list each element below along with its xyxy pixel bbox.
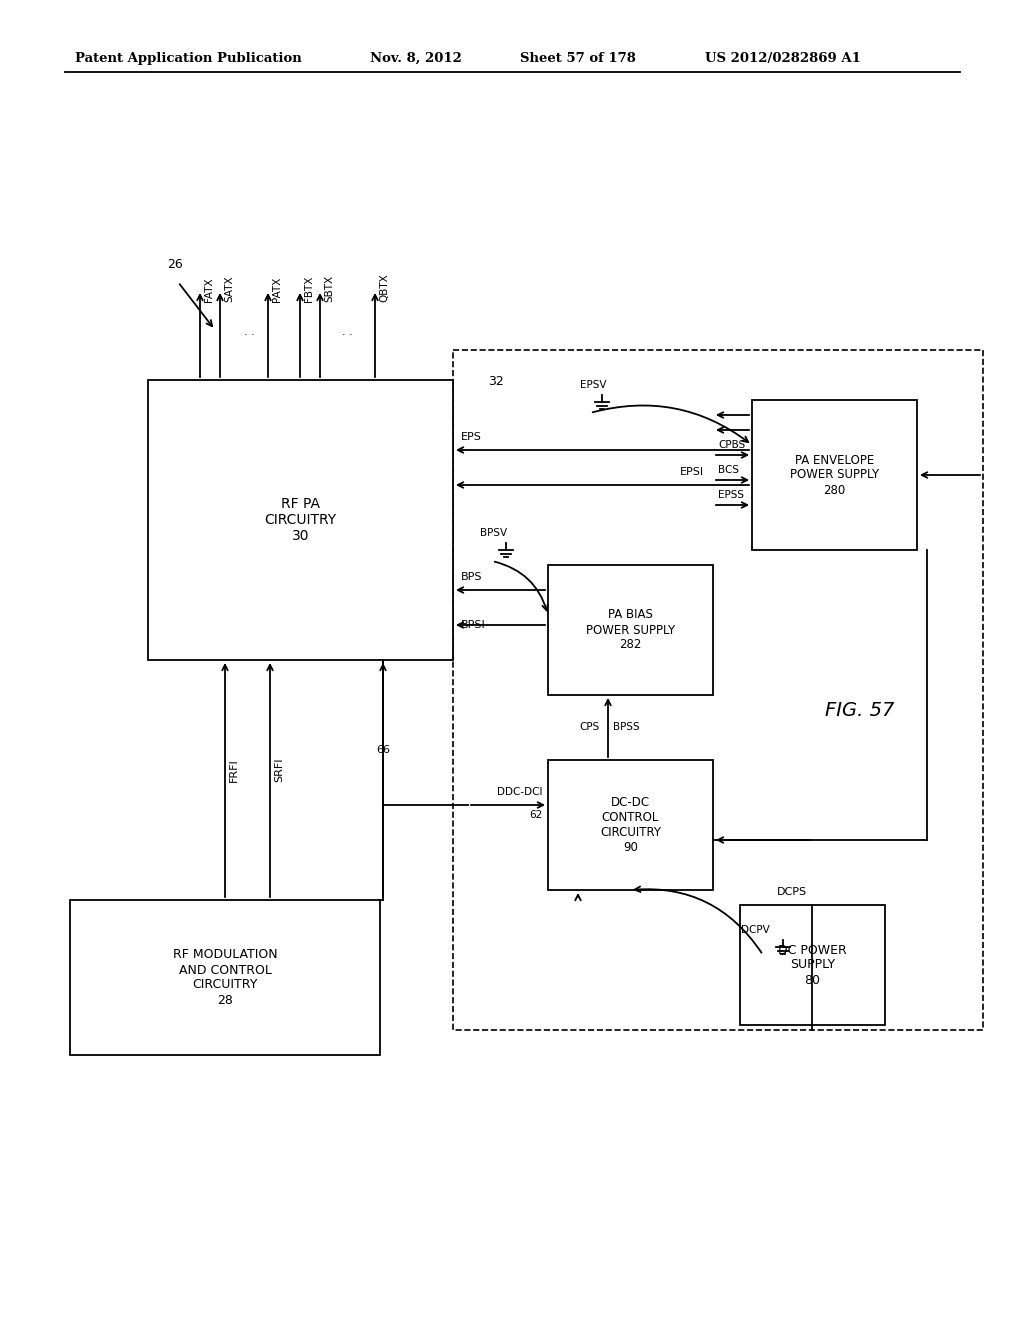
Text: DDC-DCI: DDC-DCI: [498, 787, 543, 797]
Bar: [453, 350, 983, 1030]
Text: EPSI: EPSI: [680, 467, 705, 477]
Text: CPBS: CPBS: [718, 440, 745, 450]
Text: Nov. 8, 2012: Nov. 8, 2012: [370, 51, 462, 65]
Text: RF MODULATION
AND CONTROL
CIRCUITRY
28: RF MODULATION AND CONTROL CIRCUITRY 28: [173, 949, 278, 1006]
Text: SBTX: SBTX: [324, 275, 334, 302]
Text: PATX: PATX: [272, 277, 282, 302]
Text: 26: 26: [167, 259, 182, 272]
Bar: [548, 760, 713, 890]
Text: RF PA
CIRCUITRY
30: RF PA CIRCUITRY 30: [264, 496, 337, 544]
Text: CPS: CPS: [580, 722, 600, 733]
Text: FRFI: FRFI: [229, 758, 239, 781]
Text: FATX: FATX: [204, 277, 214, 302]
Text: PA BIAS
POWER SUPPLY
282: PA BIAS POWER SUPPLY 282: [586, 609, 675, 652]
Text: 32: 32: [488, 375, 504, 388]
Text: Patent Application Publication: Patent Application Publication: [75, 51, 302, 65]
Bar: [70, 900, 380, 1055]
Text: · ·: · ·: [342, 330, 352, 341]
Text: BPSI: BPSI: [461, 620, 485, 630]
Text: BPSV: BPSV: [480, 528, 507, 539]
Bar: [740, 906, 885, 1026]
Text: BPSS: BPSS: [613, 722, 640, 733]
Text: DC POWER
SUPPLY
80: DC POWER SUPPLY 80: [778, 944, 847, 986]
Text: BCS: BCS: [718, 465, 739, 475]
Text: DCPV: DCPV: [741, 925, 770, 935]
Text: DCPS: DCPS: [777, 887, 807, 898]
Text: SRFI: SRFI: [274, 758, 284, 783]
Text: BPS: BPS: [461, 572, 482, 582]
Text: US 2012/0282869 A1: US 2012/0282869 A1: [705, 51, 861, 65]
Text: FIG. 57: FIG. 57: [825, 701, 895, 719]
Text: EPSS: EPSS: [718, 490, 744, 500]
Bar: [752, 400, 918, 550]
Text: Sheet 57 of 178: Sheet 57 of 178: [520, 51, 636, 65]
Text: · ·: · ·: [244, 330, 255, 341]
Text: FBTX: FBTX: [304, 276, 314, 302]
Text: 66: 66: [376, 744, 390, 755]
Text: SATX: SATX: [224, 276, 234, 302]
Text: DC-DC
CONTROL
CIRCUITRY
90: DC-DC CONTROL CIRCUITRY 90: [600, 796, 662, 854]
Text: QBTX: QBTX: [379, 273, 389, 302]
Bar: [548, 565, 713, 696]
Text: PA ENVELOPE
POWER SUPPLY
280: PA ENVELOPE POWER SUPPLY 280: [790, 454, 879, 496]
Bar: [148, 380, 453, 660]
Text: EPSV: EPSV: [580, 380, 606, 389]
Text: 62: 62: [529, 810, 543, 820]
Text: EPS: EPS: [461, 432, 482, 442]
